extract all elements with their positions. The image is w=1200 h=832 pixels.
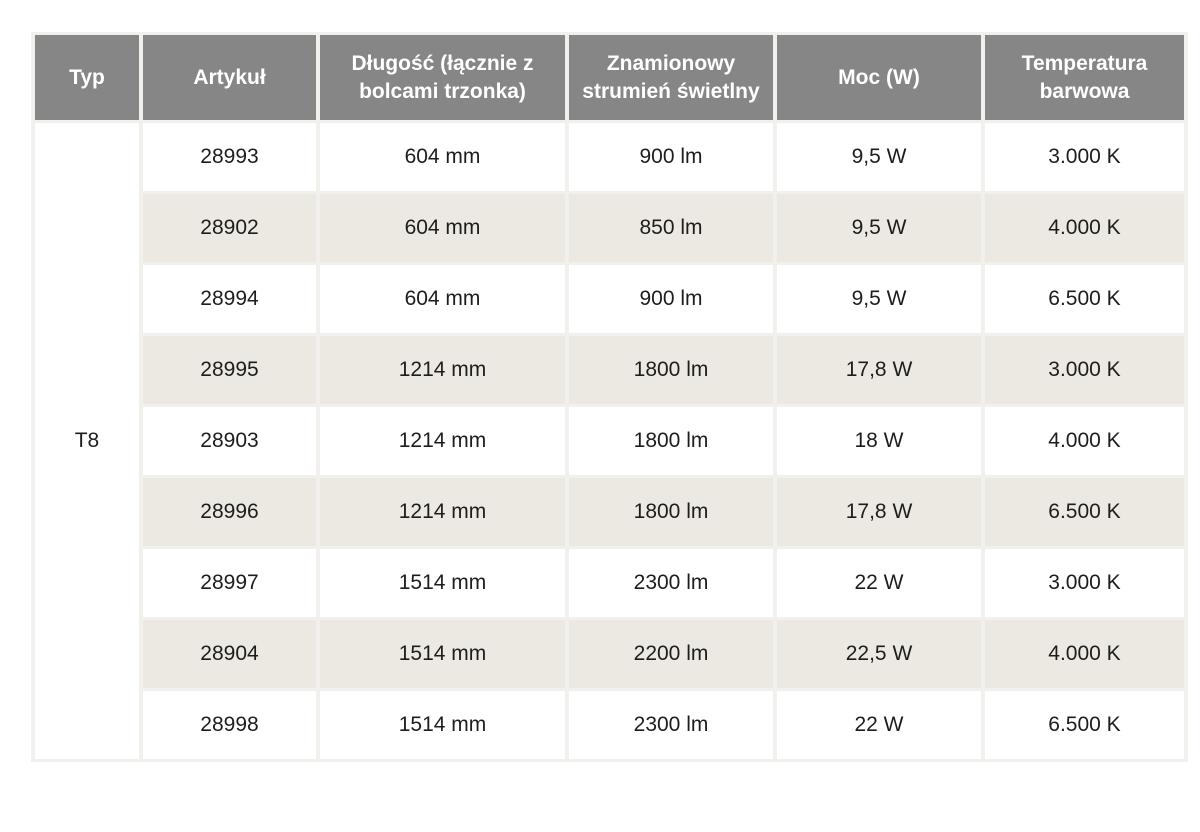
cell-artykul: 28903	[143, 407, 316, 475]
table-header: Typ Artykuł Długość (łącznie z bolcami t…	[35, 35, 1184, 120]
header-moc: Moc (W)	[777, 35, 981, 120]
cell-strumien: 2300 lm	[569, 549, 773, 617]
cell-dlugosc: 1514 mm	[320, 549, 565, 617]
table-row: 28902 604 mm 850 lm 9,5 W 4.000 K	[35, 194, 1184, 262]
cell-temperatura: 4.000 K	[985, 620, 1184, 688]
cell-dlugosc: 604 mm	[320, 123, 565, 191]
cell-temperatura: 6.500 K	[985, 478, 1184, 546]
cell-moc: 9,5 W	[777, 194, 981, 262]
header-temperatura: Temperatura barwowa	[985, 35, 1184, 120]
cell-temperatura: 4.000 K	[985, 194, 1184, 262]
cell-dlugosc: 1514 mm	[320, 691, 565, 759]
table-row: 28995 1214 mm 1800 lm 17,8 W 3.000 K	[35, 336, 1184, 404]
cell-strumien: 1800 lm	[569, 407, 773, 475]
header-strumien: Znamionowy strumień świetlny	[569, 35, 773, 120]
cell-artykul: 28902	[143, 194, 316, 262]
cell-moc: 17,8 W	[777, 336, 981, 404]
cell-moc: 22 W	[777, 691, 981, 759]
table-body: T8 28993 604 mm 900 lm 9,5 W 3.000 K 289…	[35, 123, 1184, 759]
cell-temperatura: 3.000 K	[985, 549, 1184, 617]
cell-strumien: 900 lm	[569, 265, 773, 333]
header-row: Typ Artykuł Długość (łącznie z bolcami t…	[35, 35, 1184, 120]
header-dlugosc: Długość (łącznie z bolcami trzonka)	[320, 35, 565, 120]
cell-moc: 18 W	[777, 407, 981, 475]
cell-temperatura: 6.500 K	[985, 691, 1184, 759]
cell-moc: 17,8 W	[777, 478, 981, 546]
cell-artykul: 28996	[143, 478, 316, 546]
cell-strumien: 2300 lm	[569, 691, 773, 759]
cell-dlugosc: 604 mm	[320, 265, 565, 333]
cell-moc: 9,5 W	[777, 123, 981, 191]
table-row: 28996 1214 mm 1800 lm 17,8 W 6.500 K	[35, 478, 1184, 546]
cell-temperatura: 4.000 K	[985, 407, 1184, 475]
cell-moc: 22,5 W	[777, 620, 981, 688]
cell-artykul: 28993	[143, 123, 316, 191]
cell-dlugosc: 1214 mm	[320, 407, 565, 475]
cell-strumien: 900 lm	[569, 123, 773, 191]
cell-artykul: 28998	[143, 691, 316, 759]
table-row: 28994 604 mm 900 lm 9,5 W 6.500 K	[35, 265, 1184, 333]
header-artykul: Artykuł	[143, 35, 316, 120]
table-row: T8 28993 604 mm 900 lm 9,5 W 3.000 K	[35, 123, 1184, 759]
cell-artykul: 28994	[143, 265, 316, 333]
header-typ: Typ	[35, 35, 139, 120]
table-row: 28903 1214 mm 1800 lm 18 W 4.000 K	[35, 407, 1184, 475]
cell-dlugosc: 1514 mm	[320, 620, 565, 688]
table-row: 28998 1514 mm 2300 lm 22 W 6.500 K	[35, 691, 1184, 759]
cell-strumien: 1800 lm	[569, 478, 773, 546]
cell-moc: 9,5 W	[777, 265, 981, 333]
cell-moc: 22 W	[777, 549, 981, 617]
cell-temperatura: 3.000 K	[985, 336, 1184, 404]
cell-dlugosc: 1214 mm	[320, 478, 565, 546]
cell-strumien: 1800 lm	[569, 336, 773, 404]
cell-temperatura: 6.500 K	[985, 265, 1184, 333]
table-row: 28904 1514 mm 2200 lm 22,5 W 4.000 K	[35, 620, 1184, 688]
table-row: 28997 1514 mm 2300 lm 22 W 3.000 K	[35, 549, 1184, 617]
cell-temperatura: 3.000 K	[985, 123, 1184, 191]
product-spec-table: Typ Artykuł Długość (łącznie z bolcami t…	[31, 32, 1188, 762]
cell-strumien: 850 lm	[569, 194, 773, 262]
cell-artykul: 28904	[143, 620, 316, 688]
cell-type: T8	[35, 123, 139, 759]
cell-artykul: 28995	[143, 336, 316, 404]
cell-artykul: 28997	[143, 549, 316, 617]
cell-dlugosc: 604 mm	[320, 194, 565, 262]
cell-dlugosc: 1214 mm	[320, 336, 565, 404]
cell-strumien: 2200 lm	[569, 620, 773, 688]
